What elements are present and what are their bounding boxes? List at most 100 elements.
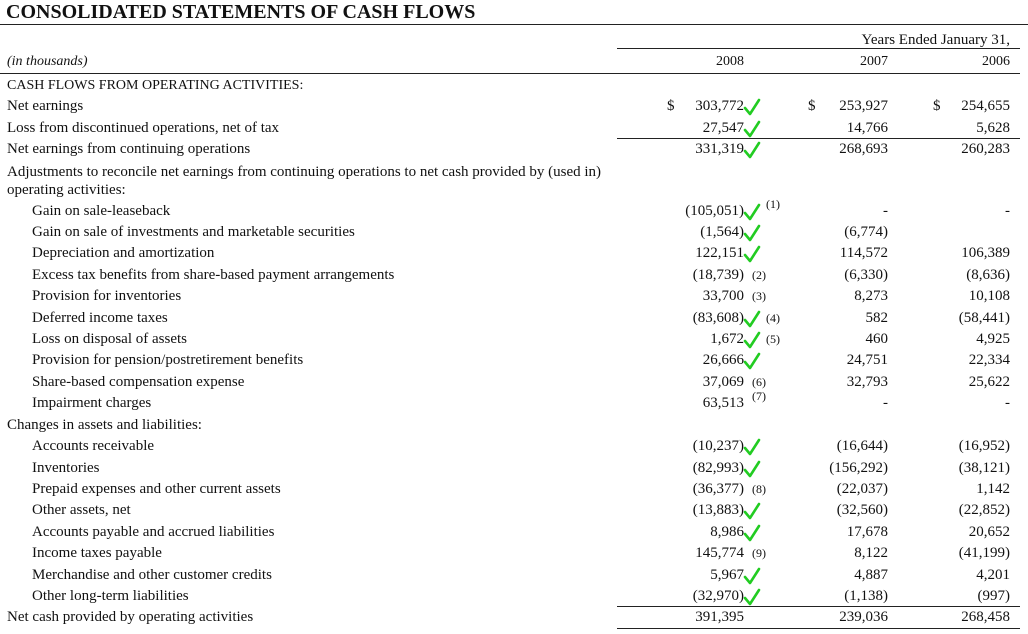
table-row: Net cash provided by operating activitie… [0,607,1028,629]
footnote-ref: (7) [752,389,766,404]
currency: $ [667,98,675,115]
table-row: Provision for inventories 33,700 8,273 10,1… [0,286,1028,307]
table-row: Loss on disposal of assets 1,672 460 4,925 (… [0,329,1028,350]
cell-value: 14,766 [846,119,888,136]
row-label: Income taxes payable [32,545,162,562]
footnote-ref: (2) [752,267,766,282]
cell-value: 17,678 [846,523,888,540]
cell-value: (58,441) [958,309,1010,326]
footnote-ref: (9) [752,546,766,561]
row-label: Depreciation and amortization [32,245,215,262]
cell-value: 32,793 [846,373,888,390]
cell-value: 1,672 [710,331,744,348]
checkmark [743,99,761,116]
cell-value: 4,925 [976,331,1010,348]
cell-value: (41,199) [958,545,1010,562]
checkmark-path [743,460,761,477]
period-header: Years Ended January 31, [861,32,1010,48]
row-label: Net cash provided by operating activitie… [7,609,254,626]
table-row: Prepaid expenses and other current asset… [0,479,1028,500]
row-label: Inventories [32,459,100,476]
row-label: Other long-term liabilities [32,587,189,604]
cell-value: 25,622 [968,373,1010,390]
checkmark [743,120,761,138]
row-label: Gain on sale of investments and marketab… [32,224,355,241]
row-label: Merchandise and other customer credits [32,566,272,583]
row-label: Deferred income taxes [32,309,168,326]
cell-value: (38,121) [958,459,1010,476]
table-row: Income taxes payable 145,774 8,122 (41,199)… [0,543,1028,564]
cell-value: 20,652 [968,523,1010,540]
cell-value: (6,774) [844,224,888,241]
checkmark-path [743,588,761,606]
row-label: Loss from discontinued operations, net o… [7,119,280,136]
row-label: Provision for pension/postretirement ben… [32,352,304,369]
cell-value: 254,655 [961,98,1010,115]
cell-value: 391,395 [695,609,744,626]
checkmark [743,503,761,520]
checkmark [743,224,761,242]
checkmark [743,438,761,456]
cell-value: 22,334 [968,352,1010,369]
rule [617,627,1020,629]
checkmark-path [743,141,761,159]
cell-value: (1,138) [844,587,888,604]
cell-value: - [1005,202,1010,219]
row-label: CASH FLOWS FROM OPERATING ACTIVITIES: [7,78,304,93]
cell-value: 268,693 [839,141,888,158]
checkmark-path [743,203,761,220]
table-row: Depreciation and amortization 122,151 114,… [0,243,1028,264]
currency: $ [933,98,941,115]
cell-value: (16,952) [958,438,1010,455]
table-row: Merchandise and other customer credits 5,… [0,565,1028,586]
cell-value: (1,564) [700,224,744,241]
checkmark [743,460,761,477]
cell-value: - [883,395,888,412]
table-row: Loss from discontinued operations, net o… [0,118,1028,140]
cell-value: (997) [977,587,1011,604]
cell-value: 106,389 [961,245,1010,262]
footnote-ref: (4) [766,310,780,325]
cell-value: (36,377) [692,480,744,497]
checkmark [743,331,761,349]
footnote-ref: (5) [766,332,780,347]
cell-value: (18,739) [692,266,744,283]
table-row: Inventories (82,993) (156,292) (38,121) [0,458,1028,479]
cell-value: 4,887 [854,566,888,583]
cell-value: - [1005,395,1010,412]
checkmark-path [743,224,761,242]
table-row: Other long-term liabilities (32,970) (1,13… [0,586,1028,608]
cell-value: 460 [865,331,889,348]
cell-value: 582 [865,309,889,326]
row-label: Other assets, net [32,502,131,519]
checkmark-path [743,246,761,263]
cell-value: 33,700 [702,288,744,305]
row-label: Loss on disposal of assets [32,331,187,348]
cell-value: (10,237) [692,438,744,455]
cell-value: (8,636) [966,266,1010,283]
checkmark [743,524,761,542]
table-row: Gain on sale-leaseback (105,051) - - (1) [0,197,1028,222]
rule [617,48,1020,49]
cell-value: 26,666 [702,352,744,369]
checkmark-path [743,438,761,456]
table-row: Other assets, net (13,883) (32,560) (22,852… [0,500,1028,521]
row-label: Gain on sale-leaseback [32,202,171,219]
table-row: Gain on sale of investments and marketab… [0,222,1028,243]
checkmark [743,203,761,220]
row-label: Accounts payable and accrued liabilities [32,523,275,540]
cell-value: 8,986 [710,523,744,540]
cell-value: (83,608) [692,309,744,326]
cell-value: 303,772 [695,98,744,115]
cell-value: 4,201 [976,566,1010,583]
cell-value: 253,927 [839,98,888,115]
checkmark [743,353,761,370]
checkmark [743,310,761,327]
footnote-ref: (8) [752,481,766,496]
cell-value: 24,751 [846,352,888,369]
checkmark-path [743,99,761,116]
cell-value: 5,628 [976,119,1010,136]
cell-value: 331,319 [695,141,744,158]
cell-value: (32,970) [692,587,744,604]
